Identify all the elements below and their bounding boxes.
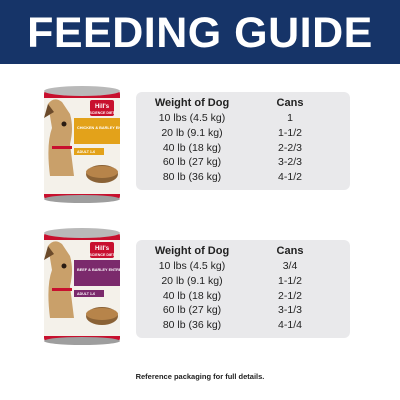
table-cell: 3-2/3 — [278, 156, 302, 169]
brand-name: Hill's — [95, 104, 110, 110]
product-line: SCIENCE DIET — [89, 253, 115, 257]
column-header: Weight of Dog — [154, 245, 230, 257]
flavor-band — [74, 260, 120, 286]
dog-photo — [48, 241, 74, 318]
table-cell: 60 lb (27 kg) — [162, 156, 222, 169]
can-bottom-rim — [44, 195, 120, 203]
footer-note: Reference packaging for full details. — [135, 372, 265, 381]
can-top-rim — [44, 228, 120, 238]
table-cell: 80 lb (36 kg) — [162, 171, 222, 184]
title: FEEDING GUIDE — [27, 9, 373, 57]
age-band — [74, 148, 104, 155]
dog-photo — [48, 99, 74, 176]
food-bowl-rim — [86, 308, 118, 320]
table-row: 40 lb (18 kg) 2-1/2 — [136, 290, 350, 305]
table-cell: 60 lb (27 kg) — [162, 304, 222, 317]
feeding-table: Weight of Dog Cans 10 lbs (4.5 kg) 3/4 20 lb… — [136, 240, 350, 338]
flavor-name: BEEF & BARLEY ENTRÉE — [77, 267, 124, 272]
table-row: 60 lb (27 kg) 3-1/3 — [136, 304, 350, 319]
column-header: Cans — [276, 245, 304, 257]
dog-collar — [52, 288, 72, 291]
table-cell: 40 lb (18 kg) — [162, 141, 222, 154]
can-top-rim — [44, 86, 120, 96]
table-row: 20 lb (9.1 kg) 1-1/2 — [136, 127, 350, 142]
table-cell: 80 lb (36 kg) — [162, 319, 222, 332]
table-row: 10 lbs (4.5 kg) 1 — [136, 112, 350, 127]
table-header: Weight of Dog Cans — [136, 245, 350, 260]
table-cell: 2-2/3 — [278, 141, 302, 154]
dog-collar — [52, 146, 72, 149]
table-row: 80 lb (36 kg) 4-1/2 — [136, 171, 350, 186]
food-bowl-rim — [86, 166, 118, 178]
can-bottom-rim — [44, 337, 120, 345]
dog-nose — [61, 121, 67, 127]
table-cell: 20 lb (9.1 kg) — [161, 126, 223, 139]
table-cell: 20 lb (9.1 kg) — [161, 274, 223, 287]
feeding-table: Weight of Dog Cans 10 lbs (4.5 kg) 1 20 lb (… — [136, 92, 350, 190]
brand-badge — [90, 100, 114, 116]
dog-nose — [61, 263, 67, 269]
column-header: Weight of Dog — [154, 97, 230, 109]
age-label: ADULT 1-6 — [77, 150, 95, 154]
table-cell: 1-1/2 — [278, 274, 302, 287]
table-cell: 10 lbs (4.5 kg) — [158, 260, 226, 272]
table-row: 10 lbs (4.5 kg) 3/4 — [136, 260, 350, 275]
table-row: 60 lb (27 kg) 3-2/3 — [136, 156, 350, 171]
flavor-name: CHICKEN & BARLEY ENTRÉE — [77, 125, 124, 130]
table-cell: 40 lb (18 kg) — [162, 289, 222, 302]
table-cell: 4-1/2 — [278, 171, 302, 184]
table-cell: 4-1/4 — [278, 319, 302, 332]
table-cell: 3-1/3 — [278, 304, 302, 317]
table-cell: 1 — [287, 112, 293, 124]
table-cell: 1-1/2 — [278, 126, 302, 139]
dog-ear — [44, 246, 54, 260]
dog-ear — [44, 104, 54, 118]
column-header: Cans — [276, 97, 304, 109]
table-row: 80 lb (36 kg) 4-1/4 — [136, 319, 350, 334]
table-header: Weight of Dog Cans — [136, 97, 350, 112]
brand-name: Hill's — [95, 246, 110, 252]
table-cell: 2-1/2 — [278, 289, 302, 302]
age-label: ADULT 1-6 — [77, 292, 95, 296]
brand-badge — [90, 242, 114, 258]
table-row: 40 lb (18 kg) 2-2/3 — [136, 142, 350, 157]
product-line: SCIENCE DIET — [89, 111, 115, 115]
table-cell: 3/4 — [282, 260, 298, 272]
age-band — [74, 290, 104, 297]
flavor-band — [74, 118, 120, 144]
table-cell: 10 lbs (4.5 kg) — [158, 112, 226, 124]
table-row: 20 lb (9.1 kg) 1-1/2 — [136, 275, 350, 290]
header-bar — [0, 0, 400, 64]
